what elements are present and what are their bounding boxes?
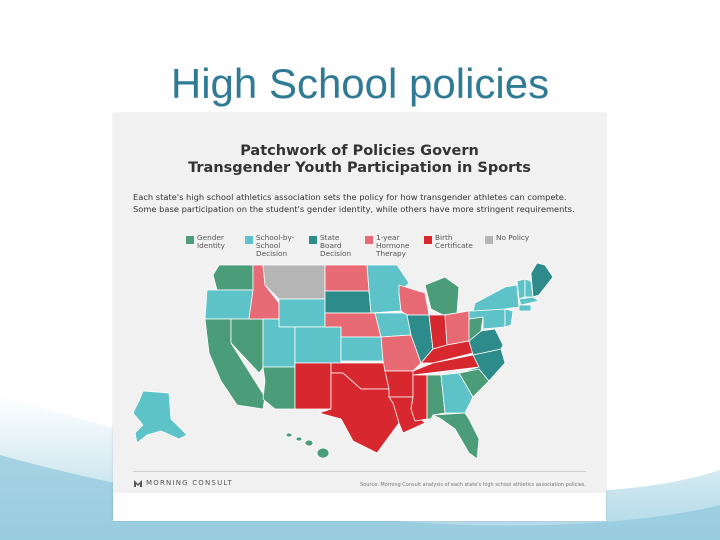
state-alaska	[132, 390, 188, 444]
state-massachusetts	[518, 296, 540, 306]
legend-label: Decision	[320, 249, 352, 258]
state-arizona	[262, 366, 296, 410]
legend-label: Decision	[256, 249, 288, 258]
description-line-1: Each state's high school athletics assoc…	[133, 192, 567, 202]
state-oregon	[204, 289, 254, 320]
legend-label: Certificate	[435, 241, 473, 250]
state-michigan	[424, 276, 460, 316]
source-note: Source: Morning Consult analysis of each…	[359, 482, 586, 488]
legend-swatch	[365, 236, 373, 244]
state-mississippi	[410, 374, 428, 422]
state-ohio	[444, 310, 470, 346]
morning-consult-logo: MORNING CONSULT	[134, 479, 233, 491]
title-line-2: Transgender Youth Participation in Sport…	[188, 160, 531, 176]
state-new-mexico	[294, 362, 332, 410]
legend-swatch	[309, 236, 317, 244]
state-north-carolina	[458, 348, 506, 382]
brand-name: MORNING CONSULT	[146, 479, 234, 487]
legend-swatch	[485, 236, 493, 244]
state-new-jersey	[504, 308, 514, 328]
state-kansas	[340, 336, 386, 362]
state-new-york	[472, 284, 520, 312]
state-south-dakota	[324, 290, 372, 314]
infographic-panel: Patchwork of Policies Govern Transgender…	[113, 113, 606, 493]
legend-label: Birth	[435, 233, 453, 242]
legend: Gender Identity School-by- School Decision …	[186, 234, 606, 264]
legend-label: State	[320, 233, 340, 242]
us-states-map	[132, 263, 554, 460]
state-arkansas	[384, 370, 414, 398]
description-line-2: Some base participation on the student's…	[133, 204, 575, 214]
legend-swatch	[424, 236, 432, 244]
morning-consult-mark-icon	[134, 479, 142, 487]
legend-label: Therapy	[376, 249, 406, 258]
legend-swatch	[186, 236, 194, 244]
slide-title: High School policies	[170, 60, 550, 107]
footer-divider	[133, 471, 586, 472]
state-maine	[530, 263, 554, 298]
legend-label: School-by-	[256, 233, 295, 242]
state-washington	[212, 264, 254, 291]
state-wyoming	[278, 298, 326, 328]
state-wisconsin	[398, 284, 430, 316]
legend-label: Board	[320, 241, 342, 250]
state-texas	[318, 372, 400, 454]
legend-label: School	[256, 241, 281, 250]
legend-swatch	[245, 236, 253, 244]
state-georgia	[440, 372, 474, 414]
legend-label: Hormone	[376, 241, 410, 250]
legend-label: Identity	[197, 241, 225, 250]
infographic-description: Each state's high school athletics assoc…	[133, 191, 595, 215]
state-florida	[432, 412, 480, 460]
infographic-card: Patchwork of Policies Govern Transgender…	[113, 113, 606, 521]
state-iowa	[374, 312, 412, 338]
state-colorado	[294, 326, 342, 364]
infographic-title: Patchwork of Policies Govern Transgender…	[113, 143, 606, 177]
legend-label: No Policy	[496, 233, 530, 242]
title-line-1: Patchwork of Policies Govern	[240, 143, 479, 159]
state-north-dakota	[324, 264, 370, 292]
legend-label: Gender	[197, 233, 224, 242]
state-connecticut	[518, 304, 532, 312]
legend-label: 1-year	[376, 233, 400, 242]
state-hawaii	[285, 432, 330, 459]
